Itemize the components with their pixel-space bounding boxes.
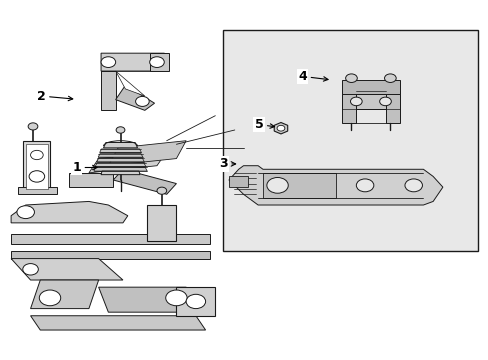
Polygon shape <box>11 258 122 280</box>
Polygon shape <box>341 91 356 123</box>
Polygon shape <box>341 80 399 94</box>
Circle shape <box>39 290 61 306</box>
Circle shape <box>345 74 357 82</box>
Polygon shape <box>30 280 99 309</box>
Polygon shape <box>100 149 141 153</box>
Polygon shape <box>11 251 210 258</box>
Polygon shape <box>101 71 116 111</box>
Circle shape <box>30 150 43 159</box>
Polygon shape <box>228 166 442 205</box>
Text: 4: 4 <box>298 70 327 83</box>
Polygon shape <box>26 144 47 189</box>
Circle shape <box>157 187 166 194</box>
Circle shape <box>23 264 38 275</box>
Polygon shape <box>11 234 210 244</box>
Polygon shape <box>147 205 176 241</box>
Circle shape <box>379 97 390 106</box>
Circle shape <box>186 294 205 309</box>
Circle shape <box>350 97 362 106</box>
Polygon shape <box>116 71 144 96</box>
Polygon shape <box>103 143 137 148</box>
Polygon shape <box>19 187 57 194</box>
Circle shape <box>277 125 285 131</box>
Circle shape <box>135 96 149 107</box>
Polygon shape <box>176 287 215 316</box>
Polygon shape <box>11 202 127 223</box>
Polygon shape <box>341 94 399 109</box>
Polygon shape <box>99 287 196 312</box>
Polygon shape <box>385 91 399 123</box>
Text: 3: 3 <box>219 157 235 170</box>
Text: 1: 1 <box>72 161 97 174</box>
Polygon shape <box>113 169 176 194</box>
Polygon shape <box>94 167 147 171</box>
Polygon shape <box>101 171 140 175</box>
Polygon shape <box>116 85 154 111</box>
Circle shape <box>165 290 187 306</box>
Circle shape <box>149 57 164 67</box>
Polygon shape <box>23 141 50 191</box>
Circle shape <box>28 123 38 130</box>
Circle shape <box>116 127 124 133</box>
Polygon shape <box>274 122 287 134</box>
Bar <box>222 30 477 251</box>
Circle shape <box>356 179 373 192</box>
Text: 5: 5 <box>254 118 274 131</box>
Polygon shape <box>97 158 144 162</box>
Polygon shape <box>228 176 248 187</box>
Circle shape <box>101 57 116 67</box>
Polygon shape <box>95 163 145 166</box>
Circle shape <box>266 177 287 193</box>
Polygon shape <box>30 316 205 330</box>
Polygon shape <box>263 173 335 198</box>
Circle shape <box>29 171 44 182</box>
Text: 2: 2 <box>37 90 73 103</box>
Circle shape <box>17 206 34 219</box>
Circle shape <box>384 74 395 82</box>
Polygon shape <box>89 152 166 173</box>
Polygon shape <box>69 173 113 187</box>
Polygon shape <box>98 154 142 157</box>
Polygon shape <box>101 53 169 71</box>
Polygon shape <box>108 141 186 166</box>
Circle shape <box>404 179 422 192</box>
Polygon shape <box>149 53 169 71</box>
